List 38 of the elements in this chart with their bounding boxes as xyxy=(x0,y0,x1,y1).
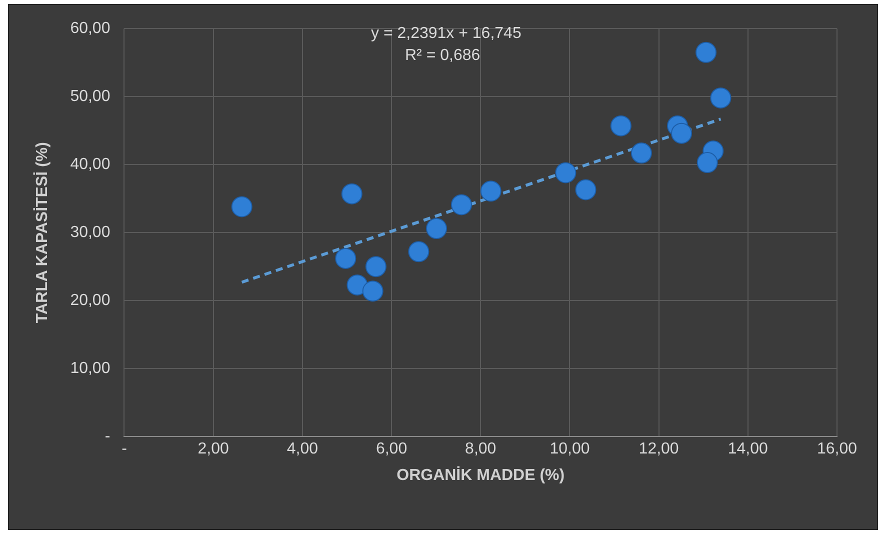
x-tick-label: 2,00 xyxy=(198,440,230,458)
y-tick-label: 60,00 xyxy=(70,20,110,38)
point xyxy=(696,152,718,174)
x-tick-label: 4,00 xyxy=(286,440,318,458)
x-tick-label: 10,00 xyxy=(550,440,590,458)
x-tick-label: - xyxy=(122,440,127,458)
x-axis-title: ORGANİK MADDE (%) xyxy=(396,466,565,484)
point xyxy=(575,179,596,200)
y-axis-title: TARLA KAPASİTESİ (%) xyxy=(33,142,52,324)
point xyxy=(671,122,692,144)
x-tick-label: 8,00 xyxy=(465,440,496,458)
annotation: y = 2,2391x + 16,745 xyxy=(371,25,522,43)
annotation: R² = 0,686 xyxy=(405,47,480,65)
point xyxy=(610,115,632,136)
x-tick-label: 16,00 xyxy=(816,440,858,458)
x-tick-label: 12,00 xyxy=(638,440,679,458)
x-tick-label: 14,00 xyxy=(728,440,768,458)
y-tick-label: 10,00 xyxy=(70,360,110,378)
point xyxy=(710,87,732,108)
point xyxy=(365,256,386,278)
point xyxy=(426,218,448,240)
y-tick-label: 40,00 xyxy=(70,156,110,174)
point xyxy=(555,162,576,184)
y-tick-label: 20,00 xyxy=(70,292,110,310)
point xyxy=(335,248,356,269)
point xyxy=(231,196,252,218)
point xyxy=(480,180,502,202)
y-tick-label: 30,00 xyxy=(70,224,110,242)
point xyxy=(630,142,652,164)
x-tick-label: 6,00 xyxy=(376,440,408,458)
point xyxy=(362,280,384,302)
y-tick-label: 50,00 xyxy=(70,88,110,106)
point xyxy=(341,183,362,204)
point xyxy=(346,274,368,296)
y-tick-label: - xyxy=(104,428,110,446)
point xyxy=(408,241,430,262)
point xyxy=(450,194,472,216)
point xyxy=(696,42,717,63)
